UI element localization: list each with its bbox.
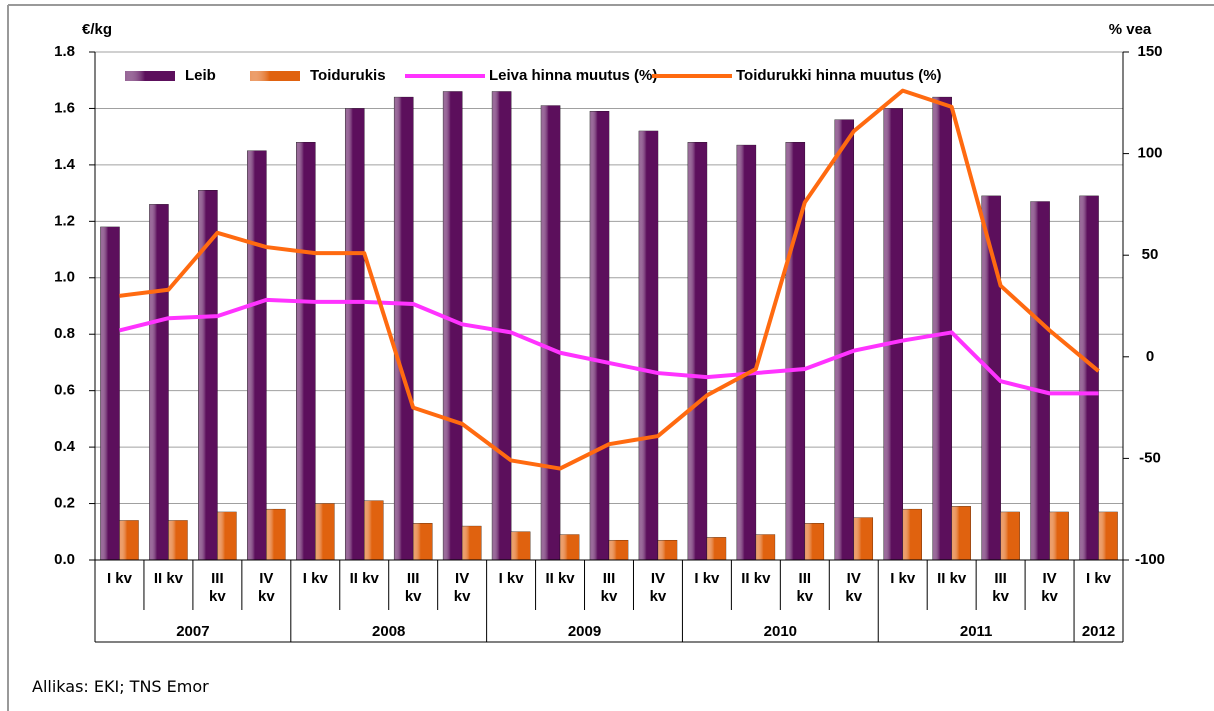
bar-shade — [247, 150, 267, 560]
bar-shade — [902, 509, 922, 560]
y2-tick-label: -100 — [1135, 551, 1165, 568]
year-label: 2009 — [568, 623, 601, 640]
bar-shade — [638, 131, 658, 560]
x-tick-label: III kv — [404, 570, 422, 605]
x-tick-label: I kv — [1086, 570, 1112, 587]
legend-label: Leiva hinna muutus (%) — [489, 67, 657, 84]
x-tick-label: IV kv — [1041, 570, 1058, 605]
y-tick-label: 1.6 — [54, 99, 75, 116]
bar-shade — [198, 190, 218, 561]
bar-shade — [119, 520, 139, 560]
bar-shade — [785, 142, 805, 561]
y-tick-label: 0.8 — [54, 325, 75, 342]
x-tick-label: II kv — [349, 570, 379, 587]
y2-tick-label: 0 — [1146, 348, 1154, 365]
bar-shade — [149, 204, 169, 560]
line — [119, 88, 1100, 471]
bar-shade — [1049, 512, 1069, 560]
legend-label: Toidurukki hinna muutus (%) — [736, 67, 942, 84]
bar-shade — [462, 526, 482, 560]
bar-shade — [168, 520, 188, 560]
bar-shade — [492, 91, 512, 560]
bar-shade — [736, 145, 756, 560]
x-tick-label: I kv — [694, 570, 720, 587]
x-tick-label: II kv — [153, 570, 184, 587]
bar-shade — [932, 97, 952, 561]
y2-tick-label: 150 — [1137, 43, 1162, 60]
bar-shade — [590, 111, 609, 561]
x-tick-label: I kv — [302, 570, 328, 587]
bar-shade — [1079, 195, 1099, 560]
bar-shade — [345, 108, 365, 560]
bar-shade — [1098, 512, 1118, 560]
bar-shade — [266, 509, 286, 560]
x-tick-label: II kv — [741, 570, 771, 587]
y2-tick-label: 100 — [1137, 145, 1162, 162]
bar-shade — [315, 503, 335, 560]
bar-shade — [394, 97, 414, 561]
y2-tick-label: -50 — [1139, 449, 1161, 466]
y2-axis-label: % vea — [1109, 21, 1152, 38]
bar-shade — [1000, 512, 1020, 560]
x-tick-label: IV kv — [257, 570, 275, 605]
y-tick-label: 1.8 — [54, 43, 75, 60]
legend-swatch-shade — [125, 71, 175, 81]
y-tick-label: 0.4 — [54, 438, 76, 455]
year-label: 2007 — [176, 623, 209, 640]
y-tick-label: 0.0 — [54, 551, 75, 568]
bar-shade — [511, 531, 531, 560]
y-tick-label: 1.0 — [54, 269, 75, 286]
x-tick-label: I kv — [106, 570, 132, 587]
x-tick-label: III kv — [600, 570, 618, 605]
legend-swatch-shade — [250, 71, 300, 81]
line — [118, 297, 1099, 396]
source: Allikas: EKI; TNS Emor — [32, 677, 209, 696]
x-tick-label: IV kv — [649, 570, 667, 605]
x-tick-label: III kv — [992, 570, 1009, 605]
y-tick-label: 1.4 — [54, 156, 76, 173]
x-tick-label: III kv — [796, 570, 814, 605]
y2-tick-label: 50 — [1142, 246, 1159, 263]
y-tick-label: 0.2 — [54, 495, 75, 512]
y-tick-label: 1.2 — [54, 212, 75, 229]
bar-shade — [981, 195, 1001, 560]
x-tick-label: IV kv — [845, 570, 863, 605]
bar-shade — [1030, 201, 1050, 561]
bar-shade — [609, 540, 628, 560]
bar-shade — [443, 91, 463, 560]
bar-shade — [951, 506, 971, 560]
legend-label: Leib — [185, 67, 216, 84]
year-label: 2008 — [372, 623, 405, 640]
bar-shade — [100, 226, 120, 560]
x-tick-label: IV kv — [453, 570, 471, 605]
x-tick-label: II kv — [545, 570, 575, 587]
x-tick-label: III kv — [209, 570, 226, 605]
bar-shade — [834, 119, 854, 560]
bar-shade — [364, 500, 384, 560]
bar-shade — [687, 142, 707, 561]
bar-shade — [413, 523, 433, 560]
bar-shade — [296, 142, 316, 561]
bar-shade — [883, 108, 903, 560]
y-axis-label: €/kg — [82, 21, 112, 38]
bar-shade — [706, 537, 726, 560]
x-tick-label: I kv — [498, 570, 524, 587]
bar-shade — [804, 523, 824, 560]
bar-shade — [217, 512, 237, 560]
bar-shade — [541, 105, 561, 560]
year-label: 2010 — [764, 623, 797, 640]
bar-shade — [755, 534, 775, 560]
bar-shade — [853, 517, 873, 560]
bar-shade — [560, 534, 580, 560]
x-tick-label: I kv — [890, 570, 916, 587]
legend-label: Toidurukis — [310, 67, 386, 84]
bar-shade — [657, 540, 677, 560]
x-tick-label: II kv — [937, 570, 967, 587]
y-tick-label: 0.6 — [54, 382, 75, 399]
year-label: 2012 — [1082, 623, 1115, 640]
year-label: 2011 — [960, 623, 993, 640]
